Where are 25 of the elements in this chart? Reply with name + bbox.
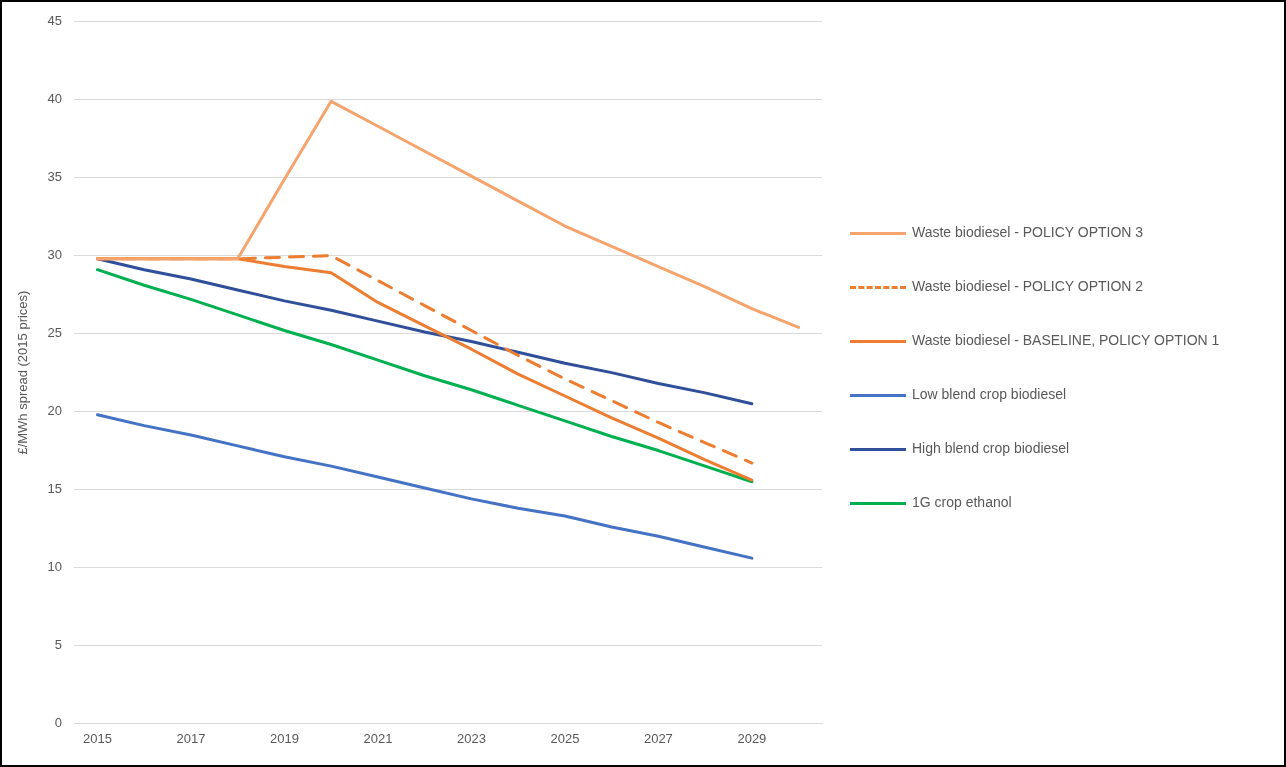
x-tick-label: 2019 [269,730,299,746]
y-tick-label: 0 [54,714,63,730]
legend-label: Waste biodiesel - POLICY OPTION 2 [912,278,1144,294]
x-tick-label: 2017 [176,730,206,746]
x-tick-label: 2025 [550,730,580,746]
y-tick-label: 20 [47,403,63,419]
y-tick-label: 30 [47,247,63,263]
x-tick-label: 2029 [737,730,767,746]
legend-label: Waste biodiesel - POLICY OPTION 3 [912,224,1144,240]
legend-label: 1G crop ethanol [912,494,1012,510]
y-tick-label: 25 [47,325,63,341]
y-tick-label: 10 [47,559,63,575]
legend-label: Waste biodiesel - BASELINE, POLICY OPTION 1 [912,332,1220,348]
legend-label: Low blend crop biodiesel [912,386,1067,402]
y-tick-label: 15 [47,481,63,497]
y-tick-label: 35 [47,169,63,185]
y-tick-label: 45 [47,13,63,29]
x-tick-label: 2023 [456,730,486,746]
y-tick-label: 40 [47,91,63,107]
y-axis-title: £/MWh spread (2015 prices) [15,290,31,455]
legend-label: High blend crop biodiesel [912,440,1070,456]
x-tick-label: 2015 [82,730,112,746]
x-tick-label: 2021 [363,730,393,746]
y-tick-label: 5 [54,637,63,653]
x-tick-label: 2027 [643,730,673,746]
